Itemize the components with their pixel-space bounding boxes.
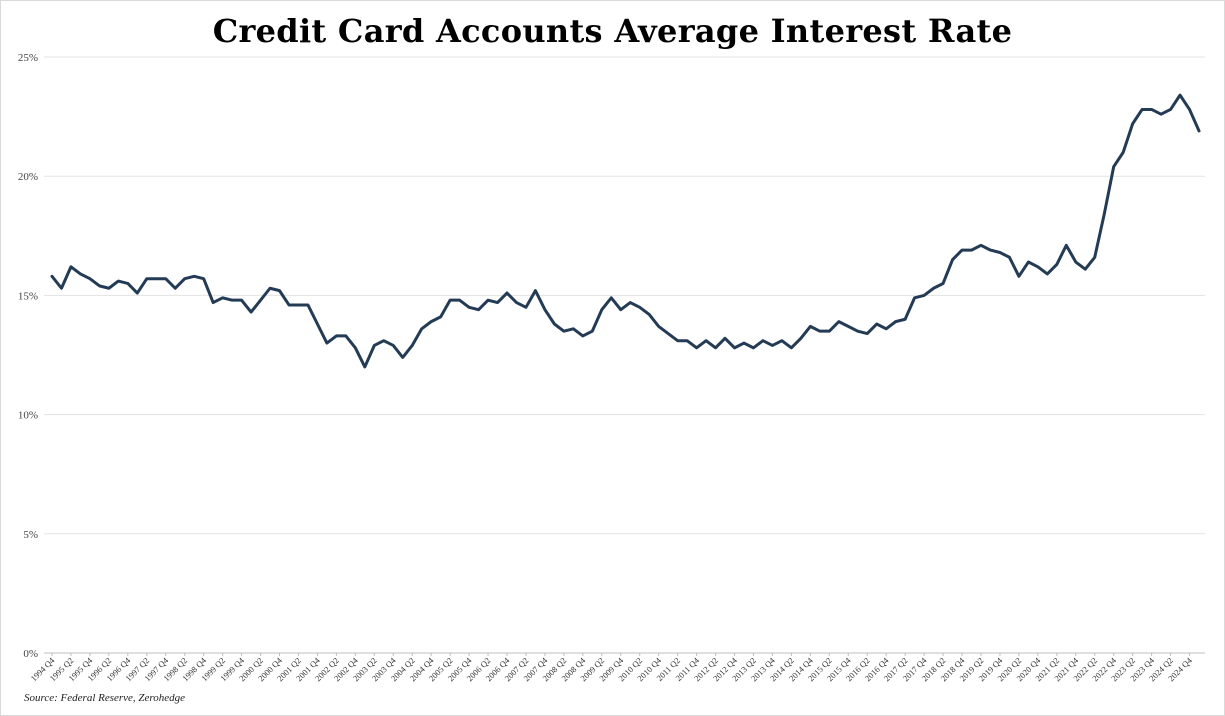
y-tick-label: 10% xyxy=(18,410,38,422)
source-note: Source: Federal Reserve, Zerohedge xyxy=(24,692,186,704)
y-tick-label: 25% xyxy=(18,52,38,64)
gridlines xyxy=(44,56,1205,654)
series-line xyxy=(50,93,1201,369)
y-tick-label: 5% xyxy=(23,529,38,541)
y-tick-label: 20% xyxy=(18,171,38,183)
y-axis: 0% 5% 10% 15% 20% 25% xyxy=(18,52,38,660)
chart-title: Credit Card Accounts Average Interest Ra… xyxy=(212,12,1013,50)
y-tick-label: 0% xyxy=(23,648,38,660)
y-tick-label: 15% xyxy=(18,290,38,302)
plot-area xyxy=(50,93,1201,369)
